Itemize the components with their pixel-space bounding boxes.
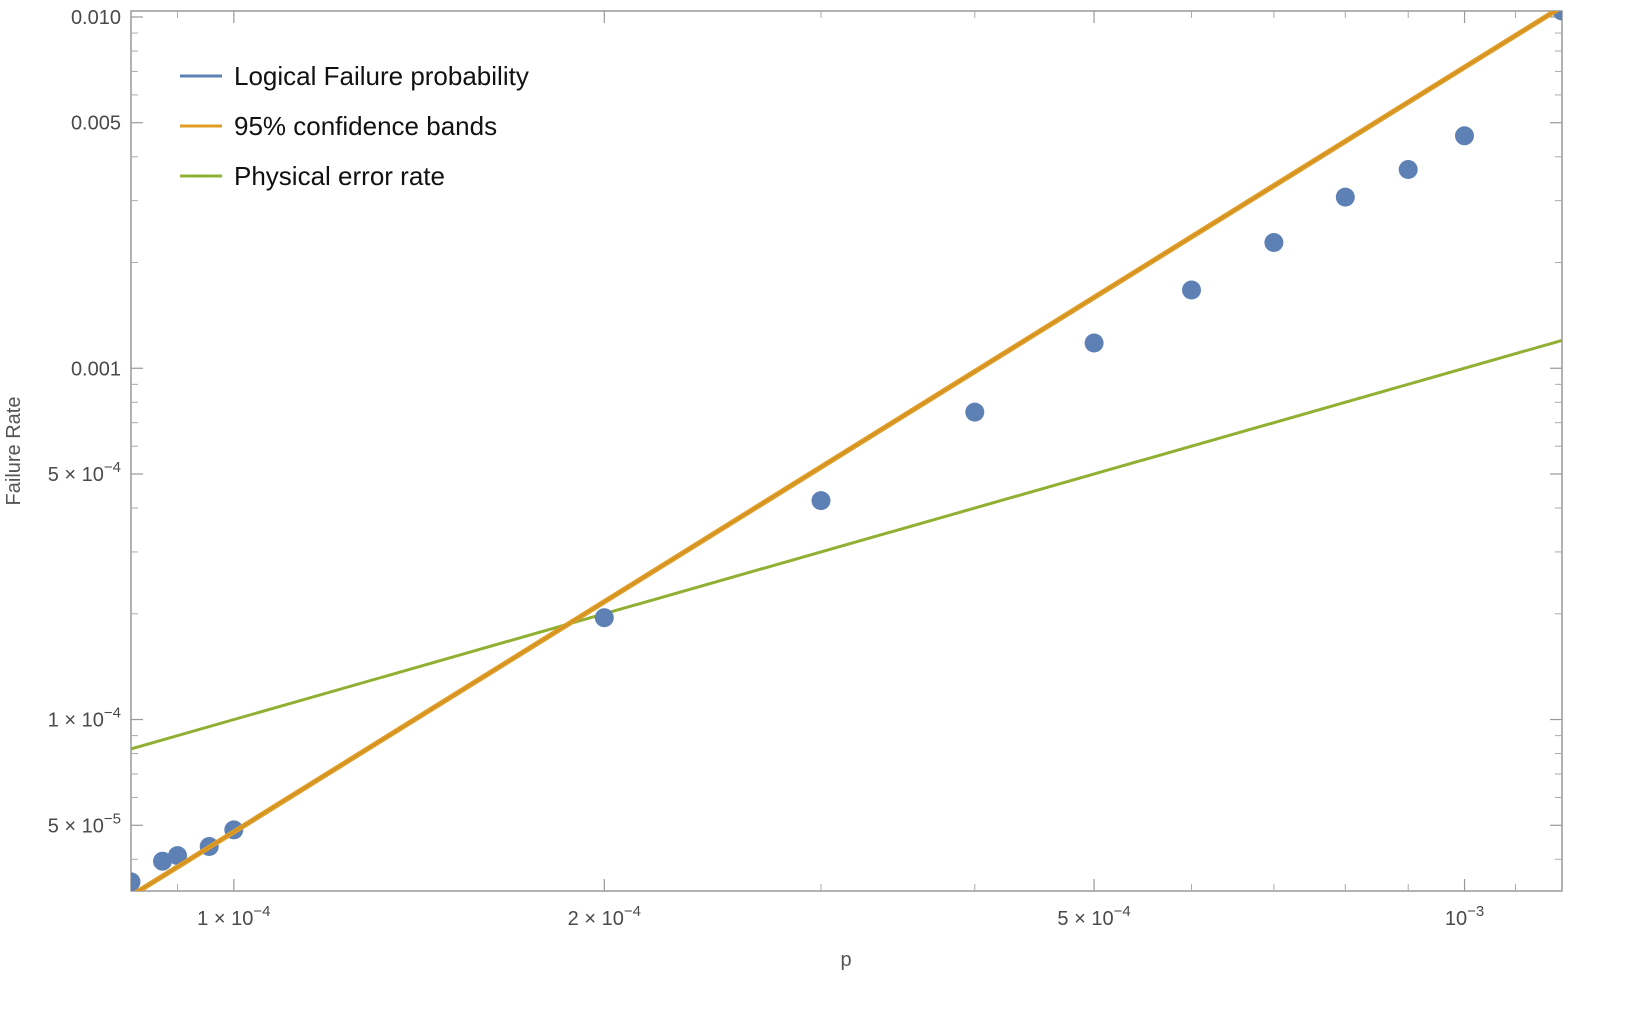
legend: Logical Failure probability 95% confidenc… xyxy=(180,61,529,191)
data-point xyxy=(1335,187,1355,207)
data-point xyxy=(1455,126,1474,146)
axis-tick-labels: 1 × 10−4 2 × 10−4 5 × 10−4 10−3 0.010 0.005 0.… xyxy=(48,7,1485,930)
data-point xyxy=(168,846,187,866)
y-tick-label: 0.010 xyxy=(71,7,121,29)
y-tick-label: 0.001 xyxy=(71,358,121,380)
x-tick-label: 2 × 10−4 xyxy=(568,903,641,930)
y-tick-label: 5 × 10−5 xyxy=(48,810,121,837)
data-point xyxy=(153,851,172,871)
legend-label: Logical Failure probability xyxy=(234,61,529,91)
confidence-band-core xyxy=(137,11,1557,891)
data-point xyxy=(594,608,614,628)
y-tick-label: 1 × 10−4 xyxy=(48,705,121,732)
x-tick-label: 10−3 xyxy=(1445,903,1484,930)
x-axis-label: p xyxy=(840,949,851,971)
series-layer xyxy=(131,11,1562,891)
y-tick-label: 0.005 xyxy=(71,113,121,135)
data-point xyxy=(811,491,831,511)
data-point xyxy=(965,402,985,422)
data-point xyxy=(1084,333,1104,353)
series-line xyxy=(131,338,1562,751)
axis-ticks xyxy=(131,11,1562,891)
x-tick-label: 1 × 10−4 xyxy=(197,903,270,930)
x-tick-label: 5 × 10−4 xyxy=(1057,903,1130,930)
data-point xyxy=(131,872,141,891)
y-tick-label: 5 × 10−4 xyxy=(48,459,121,486)
legend-label: Physical error rate xyxy=(234,161,445,191)
y-axis-label: Failure Rate xyxy=(3,397,25,506)
data-point xyxy=(1182,280,1201,300)
data-point xyxy=(1398,160,1418,179)
plot-frame xyxy=(130,10,1563,892)
data-point xyxy=(1264,233,1284,252)
legend-label: 95% confidence bands xyxy=(234,111,497,141)
